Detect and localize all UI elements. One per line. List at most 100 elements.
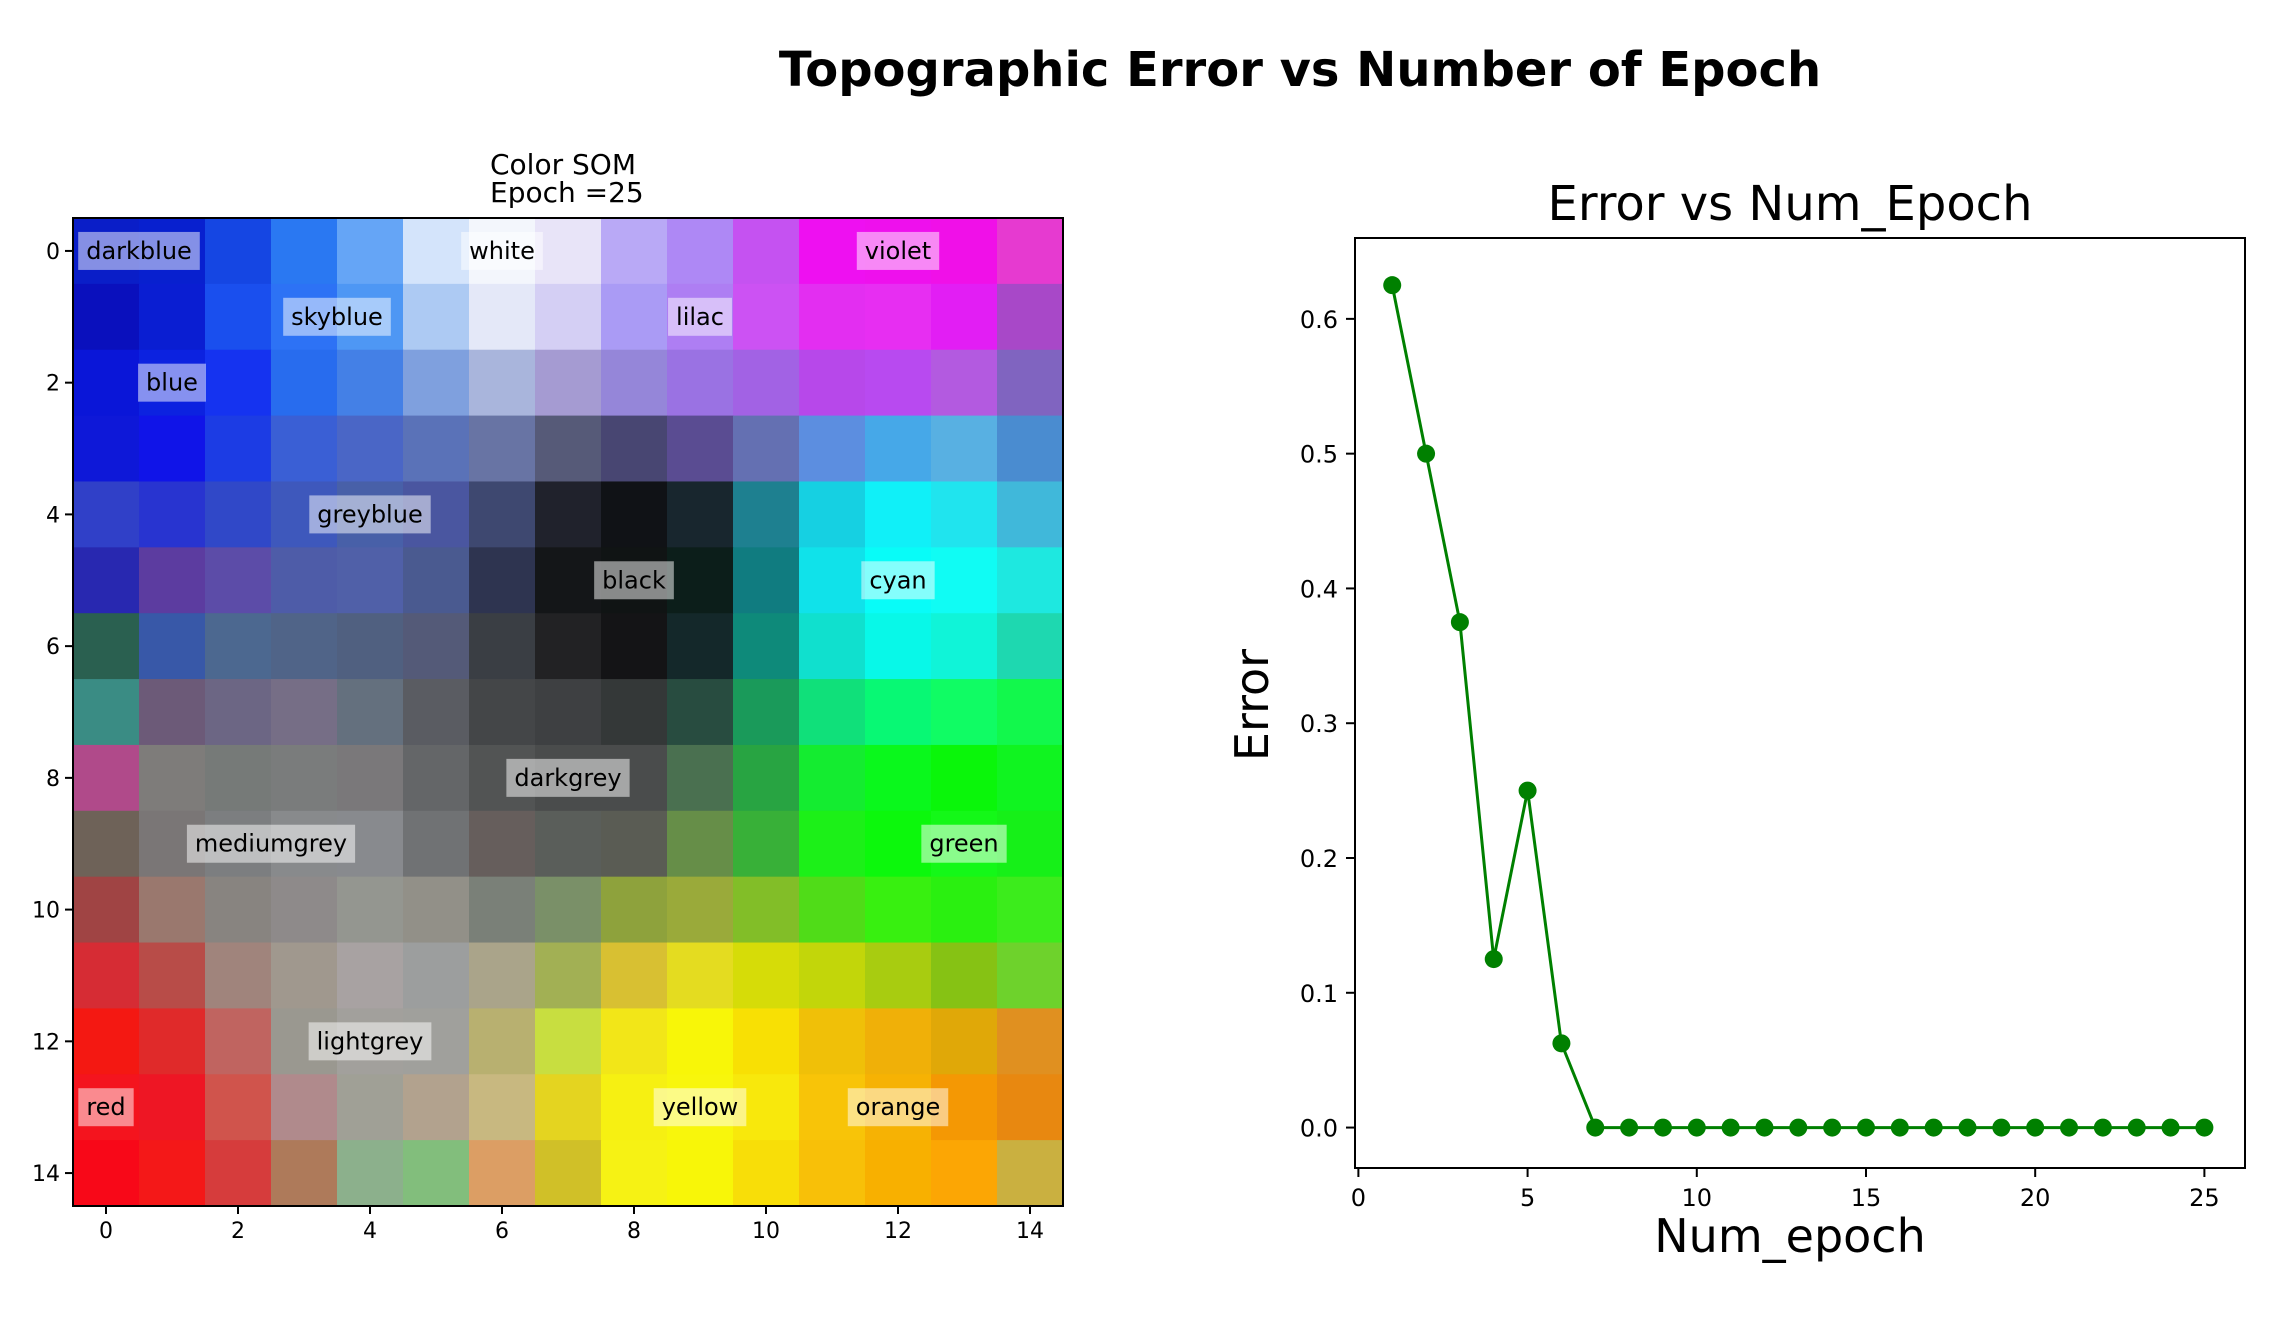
som-cell bbox=[337, 1074, 404, 1141]
som-cell bbox=[469, 547, 536, 614]
som-cell bbox=[601, 613, 668, 680]
som-cell bbox=[799, 218, 866, 285]
som-cell bbox=[601, 415, 668, 483]
error-point bbox=[1992, 1118, 2011, 1137]
som-cell bbox=[733, 613, 800, 680]
som-x-tick-label: 2 bbox=[231, 1219, 245, 1244]
som-cell bbox=[535, 283, 602, 351]
som-y-tick-label: 0 bbox=[46, 240, 60, 265]
som-cell bbox=[733, 349, 800, 417]
som-cell bbox=[865, 744, 932, 812]
som-cell bbox=[73, 349, 140, 417]
som-label-background bbox=[921, 824, 1007, 863]
som-cell bbox=[469, 1074, 536, 1141]
som-panel: Color SOM Epoch =25 darkblue white violet s… bbox=[32, 148, 1064, 1244]
som-cell bbox=[733, 744, 800, 812]
som-cell bbox=[799, 481, 866, 548]
som-cell bbox=[931, 1008, 998, 1075]
som-cell bbox=[931, 415, 998, 483]
som-cell bbox=[733, 1140, 800, 1207]
som-cell bbox=[271, 876, 338, 944]
som-label-text: green bbox=[929, 830, 998, 858]
som-cell bbox=[205, 1008, 272, 1075]
som-x-tick-label: 0 bbox=[99, 1219, 113, 1244]
error-point bbox=[2195, 1118, 2214, 1137]
som-cell bbox=[403, 283, 470, 351]
som-cell bbox=[271, 679, 338, 746]
som-y-tick-label: 10 bbox=[32, 899, 60, 924]
som-cell-label: lightgrey bbox=[308, 1022, 432, 1061]
som-cell bbox=[865, 942, 932, 1009]
som-cell bbox=[997, 679, 1064, 746]
som-cell bbox=[535, 415, 602, 483]
line-x-tick-label: 0 bbox=[1351, 1184, 1366, 1212]
som-cell bbox=[403, 679, 470, 746]
som-cell bbox=[865, 876, 932, 944]
som-label-text: skyblue bbox=[291, 303, 383, 331]
som-cell bbox=[667, 679, 734, 746]
som-cell bbox=[733, 283, 800, 351]
som-cell bbox=[931, 283, 998, 351]
som-cell bbox=[931, 942, 998, 1009]
som-cell bbox=[997, 283, 1064, 351]
som-cell bbox=[799, 283, 866, 351]
som-cell bbox=[205, 942, 272, 1009]
som-cell-label: skyblue bbox=[283, 297, 391, 336]
som-cell bbox=[403, 876, 470, 944]
som-cell bbox=[73, 744, 140, 812]
som-cell bbox=[865, 1140, 932, 1207]
som-cell bbox=[865, 1008, 932, 1075]
som-cell bbox=[997, 876, 1064, 944]
som-cell bbox=[271, 1140, 338, 1207]
som-label-text: red bbox=[86, 1093, 125, 1121]
som-cell bbox=[799, 744, 866, 812]
som-label-background bbox=[861, 561, 935, 600]
line-y-tick-label: 0.1 bbox=[1300, 980, 1338, 1008]
som-cell bbox=[469, 810, 536, 878]
error-series-line bbox=[1390, 284, 2205, 1130]
error-point bbox=[1789, 1118, 1808, 1137]
som-y-tick-label: 8 bbox=[46, 767, 60, 792]
line-y-tick-label: 0.5 bbox=[1300, 441, 1338, 469]
som-subtitle: Epoch =25 bbox=[490, 176, 644, 209]
som-cell bbox=[271, 1074, 338, 1141]
line-x-tick-label: 10 bbox=[1682, 1184, 1713, 1212]
som-cell bbox=[667, 349, 734, 417]
som-label-background bbox=[653, 1088, 747, 1127]
som-cell bbox=[403, 1140, 470, 1207]
som-cell bbox=[733, 218, 800, 285]
som-cell bbox=[667, 218, 734, 285]
line-y-tick-label: 0.0 bbox=[1300, 1115, 1338, 1143]
som-cell bbox=[535, 349, 602, 417]
som-cell bbox=[535, 1140, 602, 1207]
error-point bbox=[1856, 1118, 1875, 1137]
som-label-background bbox=[847, 1088, 949, 1127]
line-y-tick-label: 0.2 bbox=[1300, 845, 1338, 873]
som-cell bbox=[865, 613, 932, 680]
som-cell bbox=[205, 1140, 272, 1207]
som-cell bbox=[865, 679, 932, 746]
error-point bbox=[1417, 444, 1436, 463]
som-cell bbox=[139, 1074, 206, 1141]
line-y-axis-label: Error bbox=[1225, 649, 1279, 761]
som-cell bbox=[997, 810, 1064, 878]
som-cell bbox=[73, 547, 140, 614]
som-cell bbox=[535, 942, 602, 1009]
som-label-text: cyan bbox=[869, 566, 926, 594]
som-cell-label: darkgrey bbox=[506, 758, 630, 797]
som-cell-label: orange bbox=[847, 1088, 949, 1127]
som-cell-label: cyan bbox=[861, 561, 935, 600]
som-label-background bbox=[309, 495, 431, 534]
som-cell bbox=[535, 218, 602, 285]
som-cell bbox=[601, 283, 668, 351]
som-cell bbox=[865, 481, 932, 548]
som-cell bbox=[337, 613, 404, 680]
som-cells bbox=[73, 218, 1064, 1207]
line-x-tick-label: 20 bbox=[2020, 1184, 2051, 1212]
som-cell bbox=[931, 679, 998, 746]
som-cell bbox=[997, 547, 1064, 614]
error-point bbox=[1721, 1118, 1740, 1137]
som-label-text: mediumgrey bbox=[195, 830, 347, 858]
som-cell bbox=[337, 744, 404, 812]
som-cell bbox=[73, 810, 140, 878]
